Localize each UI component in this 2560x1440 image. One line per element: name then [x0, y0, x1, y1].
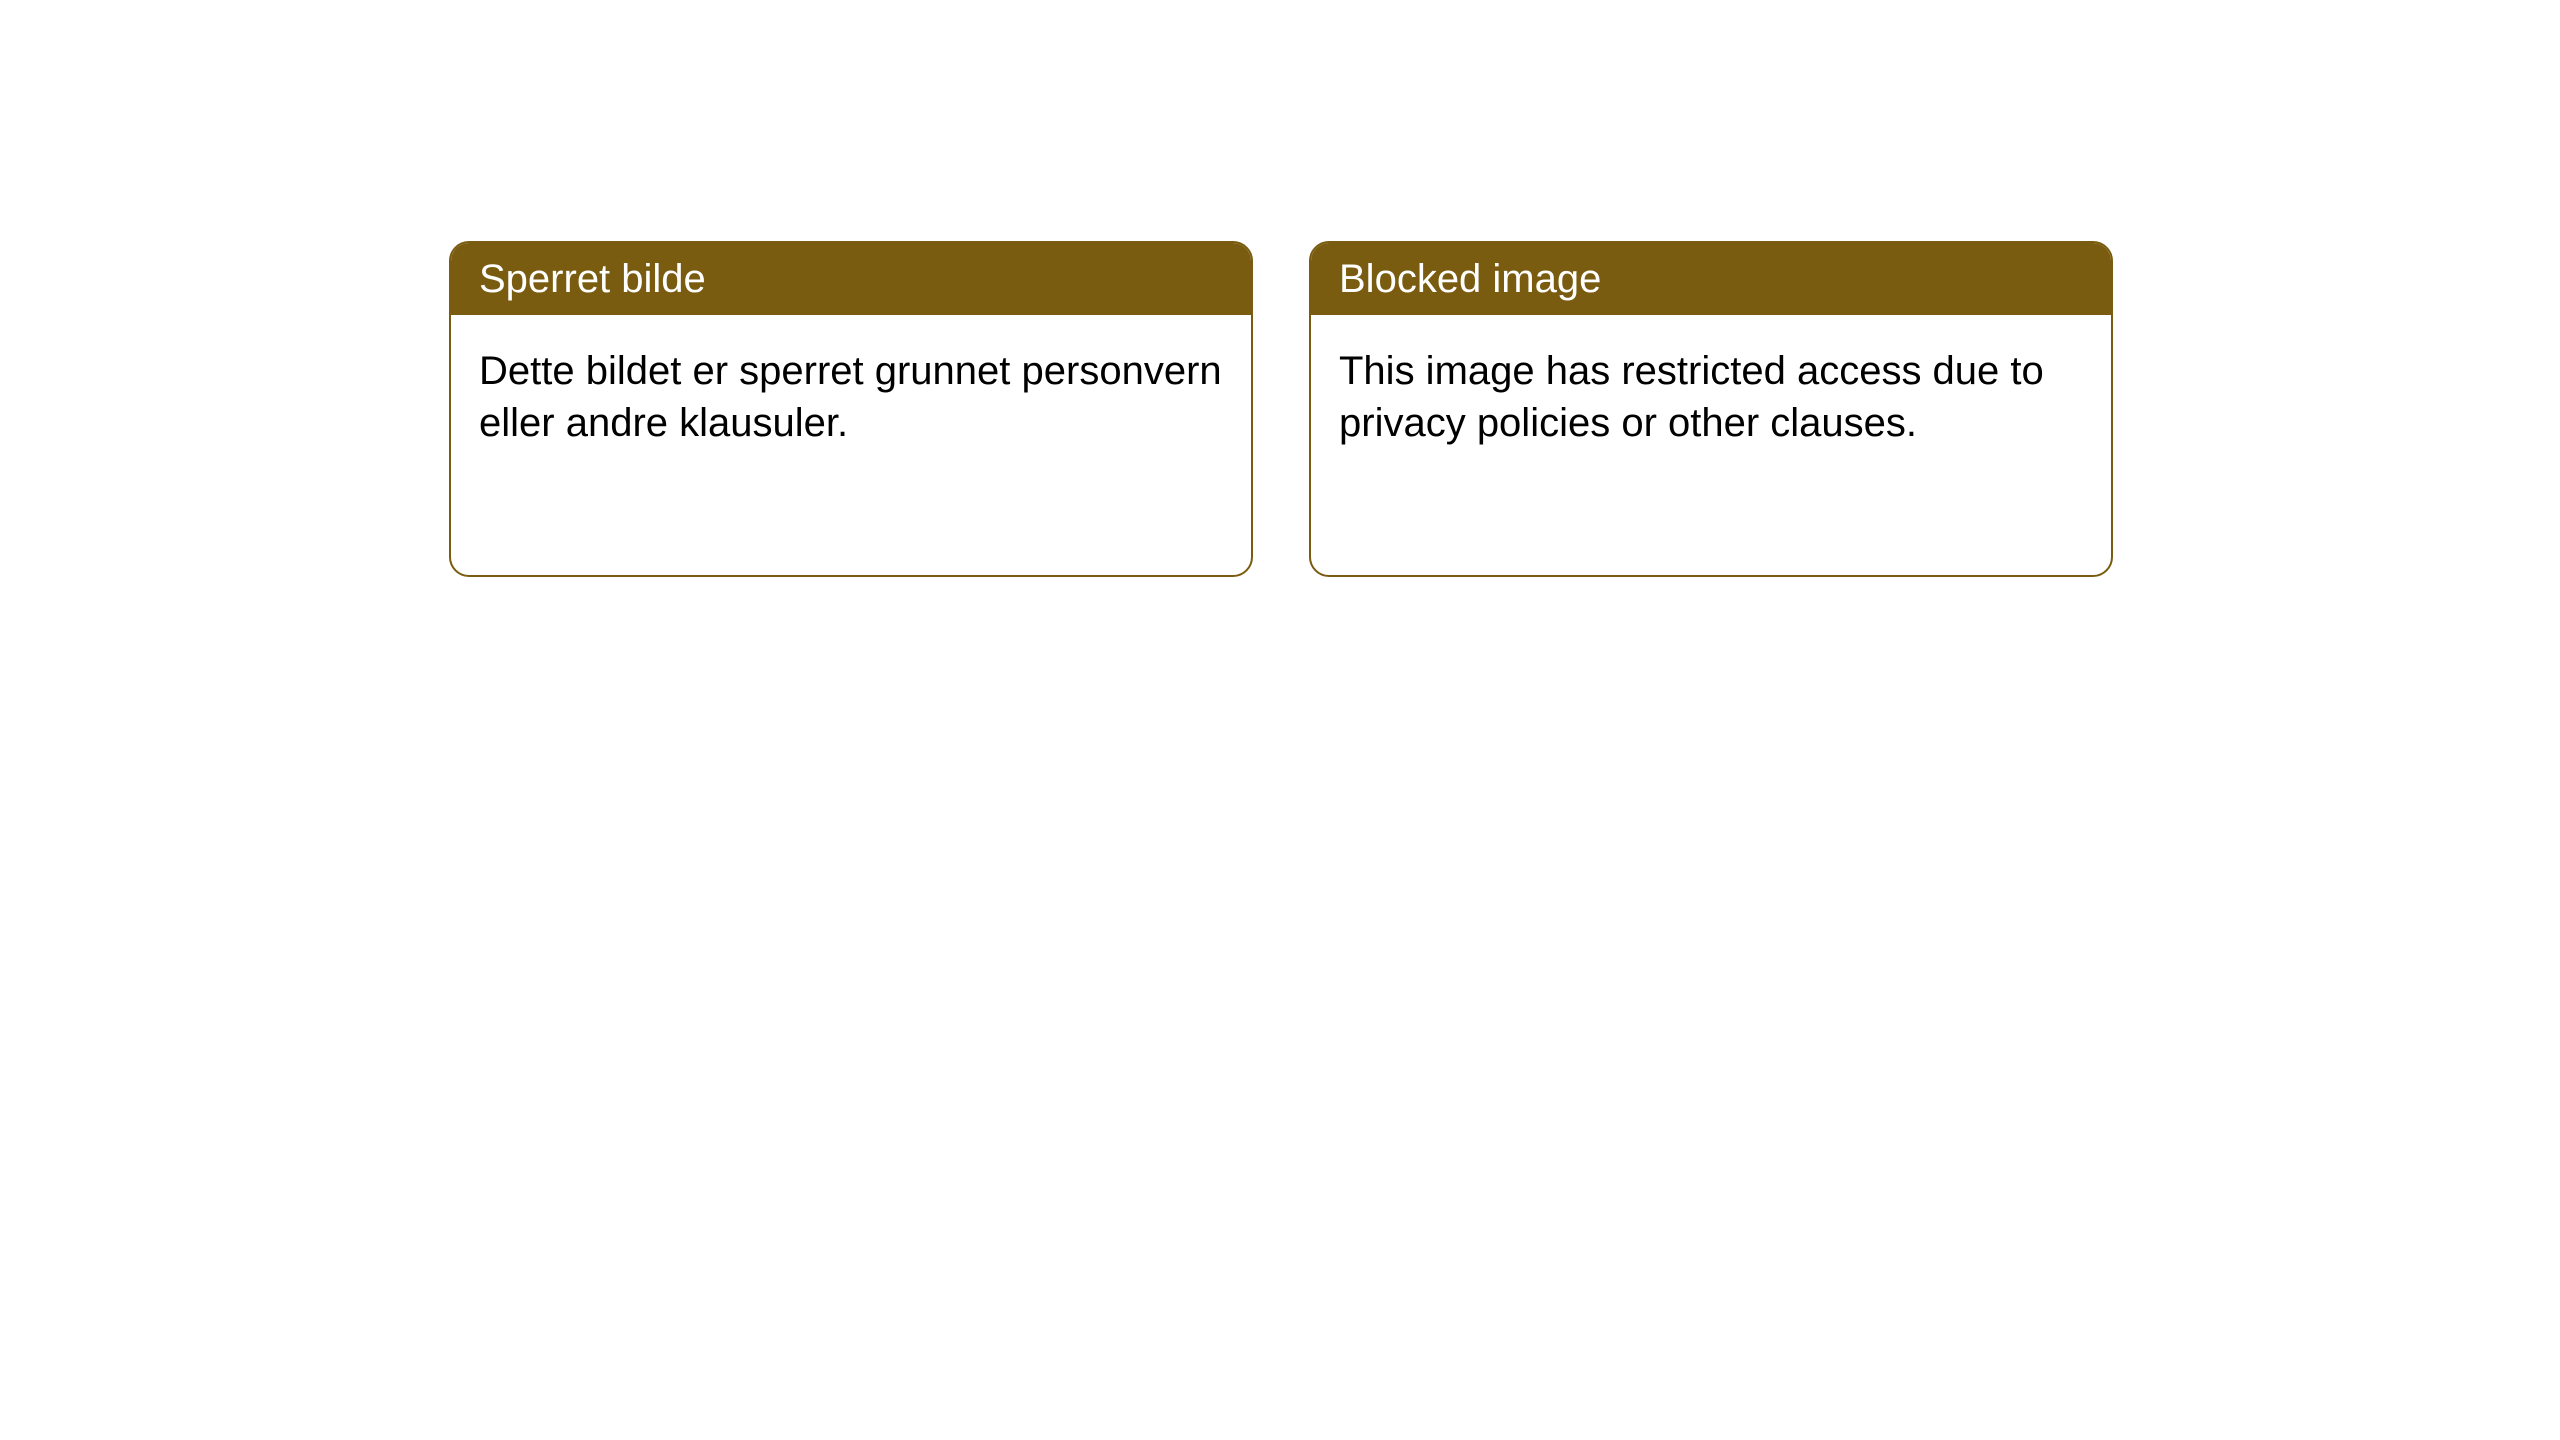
blocked-image-card-en: Blocked image This image has restricted … [1309, 241, 2113, 577]
blocked-image-card-no: Sperret bilde Dette bildet er sperret gr… [449, 241, 1253, 577]
card-title: Blocked image [1311, 243, 2111, 315]
card-body: This image has restricted access due to … [1311, 315, 2111, 479]
notice-cards-row: Sperret bilde Dette bildet er sperret gr… [449, 241, 2113, 577]
card-title: Sperret bilde [451, 243, 1251, 315]
card-body: Dette bildet er sperret grunnet personve… [451, 315, 1251, 479]
